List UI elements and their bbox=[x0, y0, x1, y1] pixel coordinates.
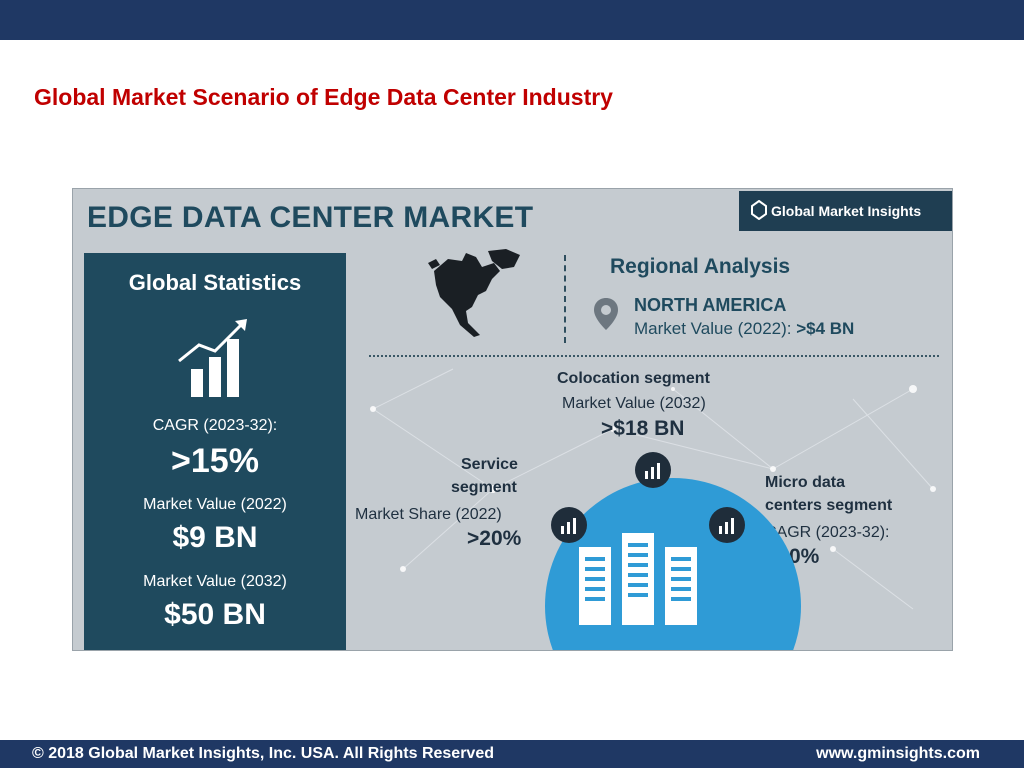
north-america-map-icon bbox=[428, 249, 520, 337]
region-value: >$4 BN bbox=[796, 319, 855, 338]
brand-badge: Global Market Insights bbox=[739, 191, 952, 231]
slide-title: Global Market Scenario of Edge Data Cent… bbox=[34, 84, 613, 110]
header-band bbox=[0, 0, 1024, 40]
network-background bbox=[370, 368, 936, 610]
colocation-segment-value: >$18 BN bbox=[601, 417, 685, 440]
server-racks-icon bbox=[579, 533, 697, 625]
cagr-value: >15% bbox=[171, 442, 259, 480]
market-value-2032-value: $50 BN bbox=[164, 598, 266, 631]
micro-segment-label: CAGR (2023-32): bbox=[765, 524, 890, 541]
website-link[interactable]: www.gminsights.com bbox=[816, 745, 980, 762]
service-segment-value: >20% bbox=[467, 527, 522, 550]
region-market-value: Market Value (2022): >$4 BN bbox=[634, 319, 854, 339]
global-statistics-heading: Global Statistics bbox=[128, 270, 302, 295]
horizontal-divider bbox=[369, 355, 939, 357]
global-statistics-panel: Global Statistics CAGR (2023-32): >15% M… bbox=[84, 253, 346, 650]
region-value-label: Market Value (2022): bbox=[634, 319, 792, 338]
copyright-text: © 2018 Global Market Insights, Inc. USA.… bbox=[32, 745, 494, 762]
bar-chart-growth-icon bbox=[178, 319, 247, 397]
regional-analysis-heading: Regional Analysis bbox=[610, 255, 791, 278]
colocation-segment-label: Market Value (2032) bbox=[562, 395, 706, 412]
micro-segment-name-line1: Micro data bbox=[765, 474, 846, 491]
service-segment-name-line1: Service bbox=[461, 456, 518, 473]
infographic-title: EDGE DATA CENTER MARKET bbox=[87, 201, 534, 234]
service-chart-icon bbox=[551, 507, 587, 543]
location-pin-icon bbox=[594, 298, 618, 330]
region-name: NORTH AMERICA bbox=[634, 295, 787, 315]
market-value-2022-value: $9 BN bbox=[172, 521, 258, 554]
service-segment-name-line2: segment bbox=[451, 479, 517, 496]
cagr-label: CAGR (2023-32): bbox=[152, 417, 278, 434]
market-value-2022-label: Market Value (2022) bbox=[143, 496, 287, 513]
brand-logo-icon bbox=[751, 200, 767, 220]
service-segment-label: Market Share (2022) bbox=[355, 506, 502, 523]
colocation-segment-name: Colocation segment bbox=[557, 370, 710, 387]
colocation-chart-icon bbox=[635, 452, 671, 488]
infographic-image: EDGE DATA CENTER MARKET Global Market In… bbox=[72, 188, 953, 651]
footer-band: © 2018 Global Market Insights, Inc. USA.… bbox=[0, 740, 1024, 768]
brand-name: Global Market Insights bbox=[771, 203, 922, 219]
micro-segment-name-line2: centers segment bbox=[765, 497, 893, 514]
micro-chart-icon bbox=[709, 507, 745, 543]
market-value-2032-label: Market Value (2032) bbox=[143, 573, 287, 590]
vertical-divider bbox=[564, 255, 566, 343]
